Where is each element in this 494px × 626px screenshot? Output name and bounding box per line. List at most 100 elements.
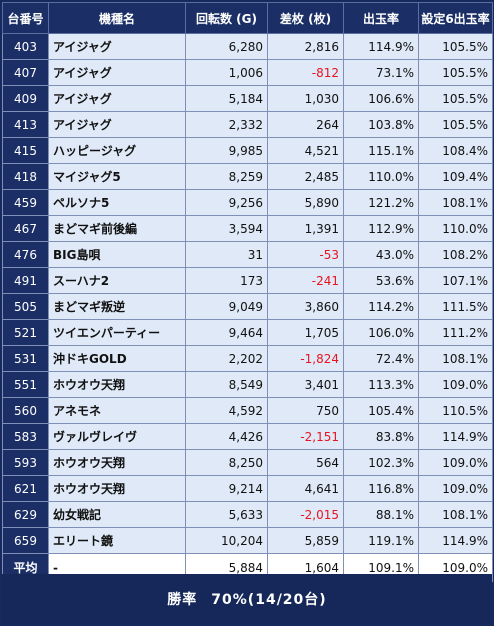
difference-cell: -812 xyxy=(267,59,344,86)
payout-rate-cell: 102.3% xyxy=(343,449,419,476)
payout-rate-cell: 114.9% xyxy=(343,33,419,60)
difference-cell: -2,151 xyxy=(267,423,344,450)
spins-cell: 4,592 xyxy=(185,397,268,424)
machine-number-cell: 418 xyxy=(2,163,49,190)
difference-cell: 1,391 xyxy=(267,215,344,242)
payout-rate-cell: 115.1% xyxy=(343,137,419,164)
table-row: 403 アイジャグ 6,280 2,816 114.9% 105.5% xyxy=(2,33,493,60)
results-table: 台番号 機種名 回転数 (G) 差枚 (枚) 出玉率 設定6出玉率 403 アイジ… xyxy=(2,2,493,582)
machine-name-cell: 幼女戦記 xyxy=(48,501,186,528)
machine-name-cell: エリート鏡 xyxy=(48,527,186,554)
spins-cell: 1,006 xyxy=(185,59,268,86)
header-payout-rate: 出玉率 xyxy=(343,2,419,34)
header-spins: 回転数 (G) xyxy=(185,2,268,34)
machine-name-cell: アイジャグ xyxy=(48,111,186,138)
machine-name-cell: ツイエンパーティー xyxy=(48,319,186,346)
machine-name-cell: アネモネ xyxy=(48,397,186,424)
difference-cell: 2,485 xyxy=(267,163,344,190)
setting6-rate-cell: 108.4% xyxy=(418,137,493,164)
spins-cell: 173 xyxy=(185,267,268,294)
payout-rate-cell: 119.1% xyxy=(343,527,419,554)
setting6-rate-cell: 107.1% xyxy=(418,267,493,294)
average-difference-value: 1,604 xyxy=(304,560,339,575)
setting6-rate-cell: 105.5% xyxy=(418,59,493,86)
setting6-rate-cell: 111.2% xyxy=(418,319,493,346)
table-row: 531 沖ドキGOLD 2,202 -1,824 72.4% 108.1% xyxy=(2,345,493,372)
machine-number-cell: 413 xyxy=(2,111,49,138)
setting6-rate-cell: 109.0% xyxy=(418,475,493,502)
spins-cell: 4,426 xyxy=(185,423,268,450)
payout-rate-cell: 53.6% xyxy=(343,267,419,294)
table-row: 491 スーハナ2 173 -241 53.6% 107.1% xyxy=(2,267,493,294)
machine-name-cell: アイジャグ xyxy=(48,59,186,86)
spins-cell: 8,549 xyxy=(185,371,268,398)
machine-number-cell: 621 xyxy=(2,475,49,502)
difference-cell: 1,030 xyxy=(267,85,344,112)
table-row: 583 ヴァルヴレイヴ 4,426 -2,151 83.8% 114.9% xyxy=(2,423,493,450)
machine-name-cell: アイジャグ xyxy=(48,33,186,60)
machine-name-cell: まどマギ叛逆 xyxy=(48,293,186,320)
table-row: 415 ハッピージャグ 9,985 4,521 115.1% 108.4% xyxy=(2,137,493,164)
difference-cell: 4,521 xyxy=(267,137,344,164)
table-row: 409 アイジャグ 5,184 1,030 106.6% 105.5% xyxy=(2,85,493,112)
setting6-rate-cell: 109.0% xyxy=(418,371,493,398)
setting6-rate-cell: 110.5% xyxy=(418,397,493,424)
machine-number-cell: 560 xyxy=(2,397,49,424)
spins-cell: 2,332 xyxy=(185,111,268,138)
machine-number-cell: 403 xyxy=(2,33,49,60)
machine-number-cell: 476 xyxy=(2,241,49,268)
payout-rate-cell: 112.9% xyxy=(343,215,419,242)
table-row: 413 アイジャグ 2,332 264 103.8% 105.5% xyxy=(2,111,493,138)
difference-cell: 750 xyxy=(267,397,344,424)
win-rate-value: 70%(14/20台) xyxy=(211,592,327,608)
difference-cell: -241 xyxy=(267,267,344,294)
setting6-rate-cell: 111.5% xyxy=(418,293,493,320)
machine-number-cell: 459 xyxy=(2,189,49,216)
payout-rate-cell: 121.2% xyxy=(343,189,419,216)
setting6-rate-cell: 105.5% xyxy=(418,111,493,138)
machine-number-cell: 407 xyxy=(2,59,49,86)
difference-cell: -2,015 xyxy=(267,501,344,528)
machine-name-cell: まどマギ前後編 xyxy=(48,215,186,242)
difference-cell: 5,859 xyxy=(267,527,344,554)
spins-cell: 5,633 xyxy=(185,501,268,528)
spins-cell: 6,280 xyxy=(185,33,268,60)
setting6-rate-cell: 108.1% xyxy=(418,345,493,372)
header-machine-number: 台番号 xyxy=(2,2,49,34)
header-difference: 差枚 (枚) xyxy=(267,2,344,34)
difference-cell: 2,816 xyxy=(267,33,344,60)
payout-rate-cell: 72.4% xyxy=(343,345,419,372)
machine-name-cell: スーハナ2 xyxy=(48,267,186,294)
machine-number-cell: 521 xyxy=(2,319,49,346)
machine-name-cell: アイジャグ xyxy=(48,85,186,112)
payout-rate-cell: 106.0% xyxy=(343,319,419,346)
payout-rate-cell: 88.1% xyxy=(343,501,419,528)
spins-cell: 10,204 xyxy=(185,527,268,554)
setting6-rate-cell: 109.0% xyxy=(418,449,493,476)
spins-cell: 8,250 xyxy=(185,449,268,476)
spins-cell: 31 xyxy=(185,241,268,268)
payout-rate-cell: 116.8% xyxy=(343,475,419,502)
difference-cell: -1,824 xyxy=(267,345,344,372)
machine-name-cell: ホウオウ天翔 xyxy=(48,449,186,476)
table-row: 521 ツイエンパーティー 9,464 1,705 106.0% 111.2% xyxy=(2,319,493,346)
machine-name-cell: BIG島唄 xyxy=(48,241,186,268)
difference-cell: 5,890 xyxy=(267,189,344,216)
payout-rate-cell: 110.0% xyxy=(343,163,419,190)
machine-number-cell: 593 xyxy=(2,449,49,476)
spins-cell: 8,259 xyxy=(185,163,268,190)
payout-rate-cell: 105.4% xyxy=(343,397,419,424)
table-row: 659 エリート鏡 10,204 5,859 119.1% 114.9% xyxy=(2,527,493,554)
machine-name-cell: ペルソナ5 xyxy=(48,189,186,216)
table-row: 629 幼女戦記 5,633 -2,015 88.1% 108.1% xyxy=(2,501,493,528)
payout-rate-cell: 114.2% xyxy=(343,293,419,320)
table-row: 459 ペルソナ5 9,256 5,890 121.2% 108.1% xyxy=(2,189,493,216)
table-row: 551 ホウオウ天翔 8,549 3,401 113.3% 109.0% xyxy=(2,371,493,398)
spins-cell: 2,202 xyxy=(185,345,268,372)
table-row: 505 まどマギ叛逆 9,049 3,860 114.2% 111.5% xyxy=(2,293,493,320)
machine-name-cell: ヴァルヴレイヴ xyxy=(48,423,186,450)
machine-number-cell: 629 xyxy=(2,501,49,528)
setting6-rate-cell: 105.5% xyxy=(418,33,493,60)
payout-rate-cell: 83.8% xyxy=(343,423,419,450)
